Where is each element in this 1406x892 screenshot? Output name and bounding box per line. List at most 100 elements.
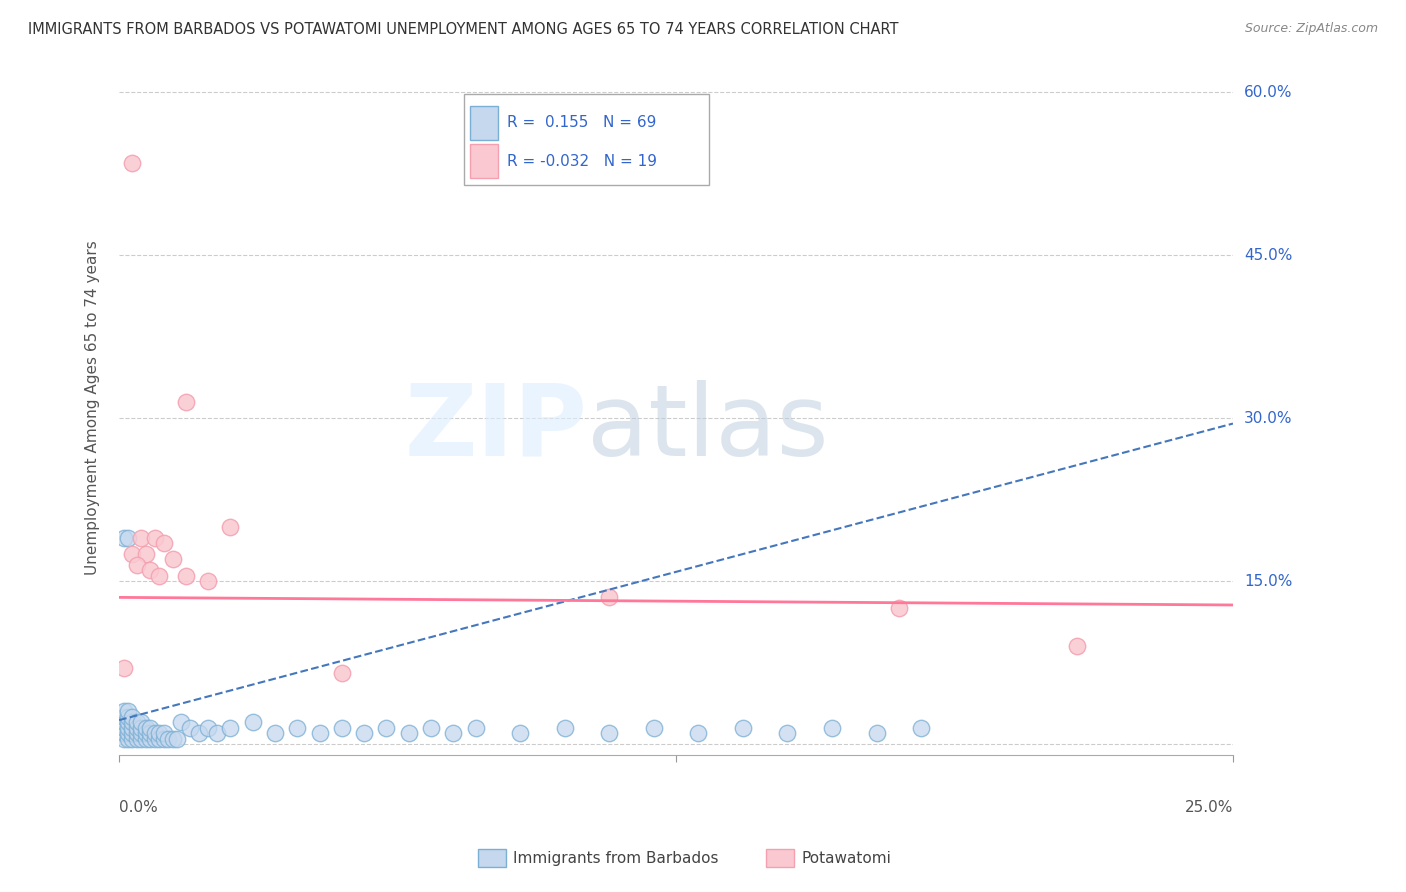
FancyBboxPatch shape	[470, 106, 498, 139]
Point	[398, 726, 420, 740]
Point	[143, 531, 166, 545]
Point	[112, 726, 135, 740]
Point	[152, 726, 174, 740]
Point	[197, 721, 219, 735]
Text: Source: ZipAtlas.com: Source: ZipAtlas.com	[1244, 22, 1378, 36]
Point	[135, 721, 157, 735]
Text: ZIP: ZIP	[404, 380, 586, 476]
Point	[1066, 640, 1088, 654]
Point	[131, 726, 153, 740]
Text: 30.0%: 30.0%	[1244, 410, 1292, 425]
Point	[598, 726, 620, 740]
Point	[285, 721, 308, 735]
Point	[166, 731, 188, 746]
Point	[112, 531, 135, 545]
Point	[121, 726, 143, 740]
Point	[117, 715, 139, 730]
Point	[643, 721, 665, 735]
Point	[330, 721, 353, 735]
Point	[375, 721, 398, 735]
Point	[420, 721, 443, 735]
Point	[219, 520, 242, 534]
Point	[170, 715, 193, 730]
Point	[688, 726, 710, 740]
Point	[219, 721, 242, 735]
Point	[121, 547, 143, 561]
Point	[148, 726, 170, 740]
Point	[135, 726, 157, 740]
Point	[887, 601, 910, 615]
Point	[112, 715, 135, 730]
Point	[112, 721, 135, 735]
Point	[139, 563, 162, 577]
Point	[554, 721, 576, 735]
Point	[776, 726, 799, 740]
Point	[139, 731, 162, 746]
Text: 0.0%: 0.0%	[120, 800, 157, 815]
Point	[205, 726, 228, 740]
Point	[121, 715, 143, 730]
Point	[112, 661, 135, 675]
Point	[464, 721, 486, 735]
Point	[353, 726, 375, 740]
Y-axis label: Unemployment Among Ages 65 to 74 years: Unemployment Among Ages 65 to 74 years	[86, 240, 100, 574]
Point	[910, 721, 932, 735]
Point	[179, 721, 201, 735]
Point	[148, 731, 170, 746]
Point	[135, 731, 157, 746]
Point	[125, 721, 148, 735]
Text: Potawatomi: Potawatomi	[801, 851, 891, 865]
Text: IMMIGRANTS FROM BARBADOS VS POTAWATOMI UNEMPLOYMENT AMONG AGES 65 TO 74 YEARS CO: IMMIGRANTS FROM BARBADOS VS POTAWATOMI U…	[28, 22, 898, 37]
Point	[121, 710, 143, 724]
Point	[174, 394, 197, 409]
Text: R = -0.032   N = 19: R = -0.032 N = 19	[506, 153, 657, 169]
Point	[125, 726, 148, 740]
Text: 60.0%: 60.0%	[1244, 85, 1292, 100]
Point	[131, 531, 153, 545]
Text: 45.0%: 45.0%	[1244, 248, 1292, 262]
Point	[598, 591, 620, 605]
Text: atlas: atlas	[586, 380, 828, 476]
Point	[242, 715, 264, 730]
Point	[152, 536, 174, 550]
Point	[308, 726, 330, 740]
Text: 15.0%: 15.0%	[1244, 574, 1292, 589]
Point	[117, 731, 139, 746]
Point	[117, 710, 139, 724]
Point	[441, 726, 464, 740]
Point	[188, 726, 211, 740]
Point	[117, 721, 139, 735]
Point	[121, 731, 143, 746]
Point	[509, 726, 531, 740]
Point	[131, 721, 153, 735]
Point	[135, 547, 157, 561]
Point	[148, 568, 170, 582]
Text: Immigrants from Barbados: Immigrants from Barbados	[513, 851, 718, 865]
Text: 25.0%: 25.0%	[1185, 800, 1233, 815]
Point	[139, 721, 162, 735]
Point	[131, 715, 153, 730]
Point	[112, 731, 135, 746]
Point	[117, 726, 139, 740]
Text: R =  0.155   N = 69: R = 0.155 N = 69	[506, 115, 657, 130]
Point	[174, 568, 197, 582]
FancyBboxPatch shape	[464, 95, 710, 185]
Point	[865, 726, 887, 740]
Point	[197, 574, 219, 588]
Point	[125, 715, 148, 730]
Point	[112, 710, 135, 724]
Point	[157, 731, 180, 746]
Point	[112, 705, 135, 719]
Point	[143, 726, 166, 740]
FancyBboxPatch shape	[470, 145, 498, 178]
Point	[125, 731, 148, 746]
Point	[121, 156, 143, 170]
Point	[162, 552, 184, 566]
Point	[117, 531, 139, 545]
Point	[143, 731, 166, 746]
Point	[821, 721, 844, 735]
Point	[731, 721, 754, 735]
Point	[330, 666, 353, 681]
Point	[125, 558, 148, 572]
Point	[131, 731, 153, 746]
